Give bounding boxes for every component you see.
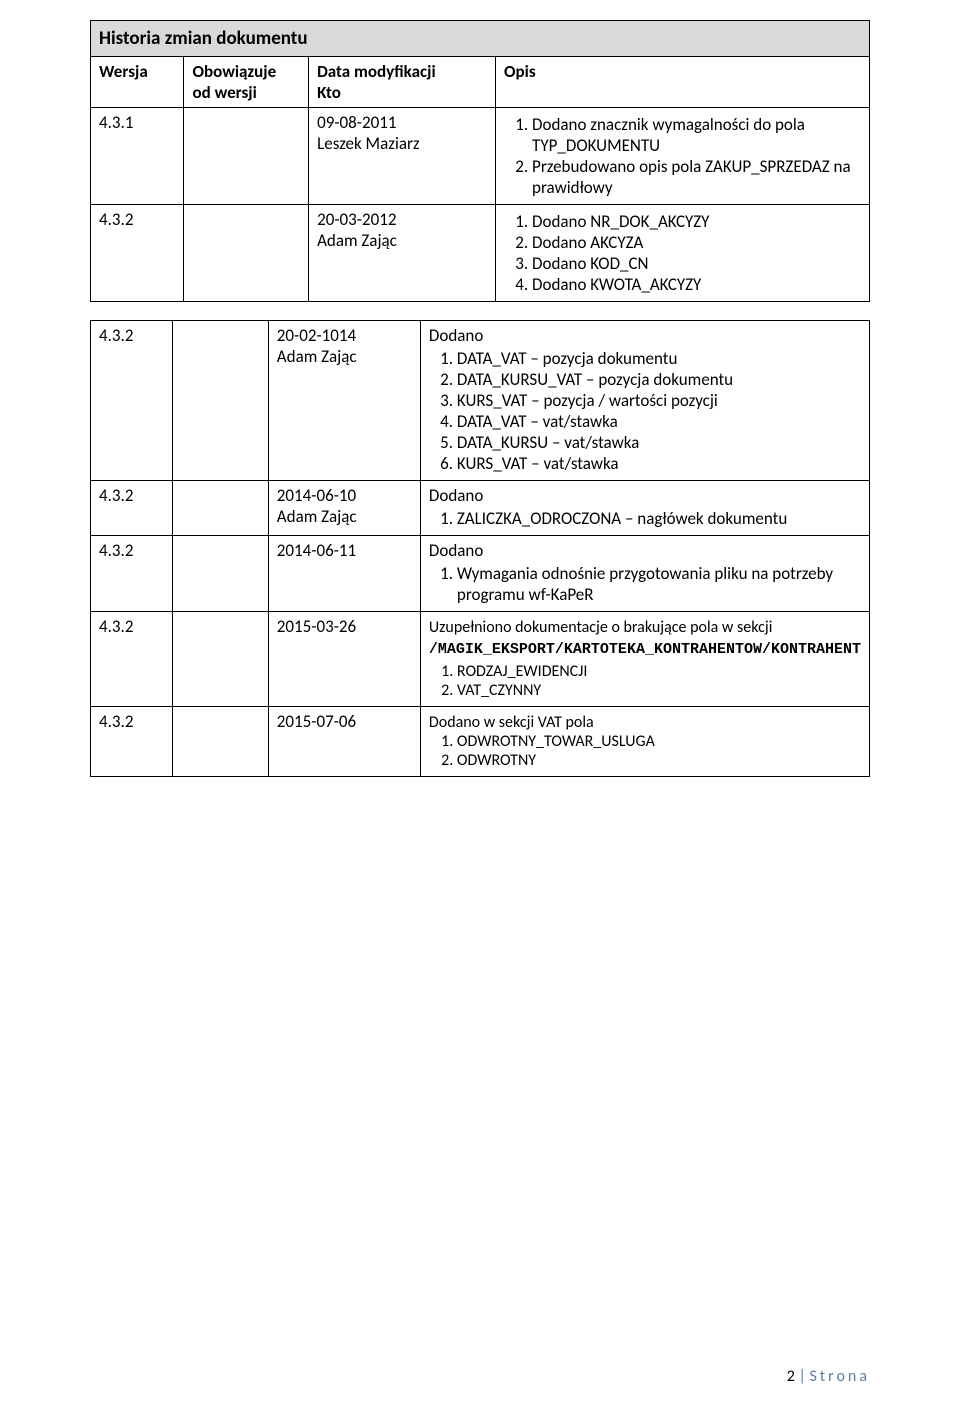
cell-wersja: 4.3.2	[91, 205, 184, 302]
col-obowiazuje: Obowiązuje od wersji	[184, 57, 309, 108]
table-row: 4.3.22014-06-10Adam ZającDodanoZALICZKA_…	[91, 481, 870, 536]
col-obowiazuje-label: Obowiązuje	[192, 61, 276, 82]
opis-lead: Dodano	[429, 540, 483, 561]
cell-obowiazuje	[173, 707, 269, 777]
list-item: RODZAJ_EWIDENCJI	[457, 662, 861, 681]
cell-data-kto: 2015-03-26	[268, 612, 420, 707]
cell-data: 2015-03-26	[277, 616, 356, 637]
list-item: Dodano AKCYZA	[532, 232, 861, 253]
opis-mono-path: /MAGIK_EKSPORT/KARTOTEKA_KONTRAHENTOW/KO…	[429, 641, 861, 658]
list-item: KURS_VAT – vat/stawka	[457, 453, 861, 474]
opis-list: Dodano znacznik wymagalności do pola TYP…	[504, 114, 861, 198]
list-item: Dodano KOD_CN	[532, 253, 861, 274]
list-item: DATA_VAT – vat/stawka	[457, 411, 861, 432]
col-opis: Opis	[496, 57, 870, 108]
list-item: VAT_CZYNNY	[457, 681, 861, 700]
cell-obowiazuje	[173, 481, 269, 536]
list-item: ODWROTNY_TOWAR_USLUGA	[457, 732, 861, 751]
table-title: Historia zmian dokumentu	[91, 21, 870, 57]
list-item: KURS_VAT – pozycja / wartości pozycji	[457, 390, 861, 411]
cell-wersja: 4.3.2	[91, 612, 173, 707]
footer-sep: |	[795, 1367, 810, 1386]
cell-wersja: 4.3.1	[91, 108, 184, 205]
cell-data: 2015-07-06	[277, 711, 356, 732]
col-wersja-label: Wersja	[99, 61, 148, 82]
cell-opis: Dodano znacznik wymagalności do pola TYP…	[496, 108, 870, 205]
list-item: Wymagania odnośnie przygotowania pliku n…	[457, 563, 861, 605]
page-footer: 2 | Strona	[787, 1367, 870, 1386]
col-data-label: Data modyfikacji	[317, 61, 436, 82]
column-header-row: Wersja Obowiązuje od wersji Data modyfik…	[91, 57, 870, 108]
footer-page-num: 2	[787, 1367, 795, 1386]
cell-data-kto: 2014-06-11	[268, 536, 420, 612]
cell-data-kto: 20-02-1014Adam Zając	[268, 321, 420, 481]
history-table-bottom: 4.3.220-02-1014Adam ZającDodanoDATA_VAT …	[90, 320, 870, 777]
table-row: 4.3.1 09-08-2011Leszek Maziarz Dodano znac…	[91, 108, 870, 205]
cell-wersja: 4.3.2	[91, 481, 173, 536]
table-row: 4.3.220-02-1014Adam ZającDodanoDATA_VAT …	[91, 321, 870, 481]
cell-data-kto: 2015-07-06	[268, 707, 420, 777]
list-item: DATA_KURSU – vat/stawka	[457, 432, 861, 453]
col-data-kto: Data modyfikacji Kto	[309, 57, 496, 108]
cell-opis: DodanoWymagania odnośnie przygotowania p…	[420, 536, 869, 612]
list-item: Dodano NR_DOK_AKCYZY	[532, 211, 861, 232]
cell-obowiazuje	[173, 612, 269, 707]
cell-opis: Dodano NR_DOK_AKCYZYDodano AKCYZADodano …	[496, 205, 870, 302]
opis-list: Dodano NR_DOK_AKCYZYDodano AKCYZADodano …	[504, 211, 861, 295]
cell-data-kto: 09-08-2011Leszek Maziarz	[309, 108, 496, 205]
opis-list: Wymagania odnośnie przygotowania pliku n…	[429, 563, 861, 605]
cell-obowiazuje	[184, 108, 309, 205]
cell-obowiazuje	[184, 205, 309, 302]
list-item: ZALICZKA_ODROCZONA – nagłówek dokumentu	[457, 508, 861, 529]
cell-data-kto: 20-03-2012Adam Zając	[309, 205, 496, 302]
table-row: 4.3.2 2015-03-26 Uzupełniono dokumentacj…	[91, 612, 870, 707]
col-wersja: Wersja	[91, 57, 184, 108]
cell-opis: Uzupełniono dokumentacje o brakujące pol…	[420, 612, 869, 707]
table-title-row: Historia zmian dokumentu	[91, 21, 870, 57]
cell-obowiazuje	[173, 536, 269, 612]
opis-lead: Dodano	[429, 325, 483, 346]
list-item: DATA_VAT – pozycja dokumentu	[457, 348, 861, 369]
cell-opis: DodanoZALICZKA_ODROCZONA – nagłówek doku…	[420, 481, 869, 536]
list-item: Dodano znacznik wymagalności do pola TYP…	[532, 114, 861, 156]
history-table-top: Historia zmian dokumentu Wersja Obowiązu…	[90, 20, 870, 302]
cell-wersja: 4.3.2	[91, 536, 173, 612]
cell-wersja: 4.3.2	[91, 707, 173, 777]
table-row: 4.3.220-03-2012Adam ZającDodano NR_DOK_A…	[91, 205, 870, 302]
opis-list: ZALICZKA_ODROCZONA – nagłówek dokumentu	[429, 508, 861, 529]
cell-data-kto: 2014-06-10Adam Zając	[268, 481, 420, 536]
col-obowiazuje-sub: od wersji	[192, 82, 300, 103]
col-opis-label: Opis	[504, 61, 536, 82]
cell-wersja: 4.3.2	[91, 321, 173, 481]
opis-lead: Dodano	[429, 485, 483, 506]
list-item: DATA_KURSU_VAT – pozycja dokumentu	[457, 369, 861, 390]
opis-lead-plain: Uzupełniono dokumentacje o brakujące pol…	[429, 618, 772, 637]
opis-list: DATA_VAT – pozycja dokumentuDATA_KURSU_V…	[429, 348, 861, 474]
cell-opis: DodanoDATA_VAT – pozycja dokumentuDATA_K…	[420, 321, 869, 481]
col-kto-label: Kto	[317, 82, 487, 103]
cell-obowiazuje	[173, 321, 269, 481]
footer-label: Strona	[809, 1367, 870, 1386]
table-row: 4.3.2 2015-07-06 Dodano w sekcji VAT pol…	[91, 707, 870, 777]
list-item: Dodano KWOTA_AKCYZY	[532, 274, 861, 295]
cell-opis: Dodano w sekcji VAT pola ODWROTNY_TOWAR_…	[420, 707, 869, 777]
list-item: Przebudowano opis pola ZAKUP_SPRZEDAZ na…	[532, 156, 861, 198]
table-row: 4.3.22014-06-11DodanoWymagania odnośnie …	[91, 536, 870, 612]
list-item: ODWROTNY	[457, 751, 861, 770]
opis-lead-plain: Dodano w sekcji VAT pola	[429, 713, 594, 732]
